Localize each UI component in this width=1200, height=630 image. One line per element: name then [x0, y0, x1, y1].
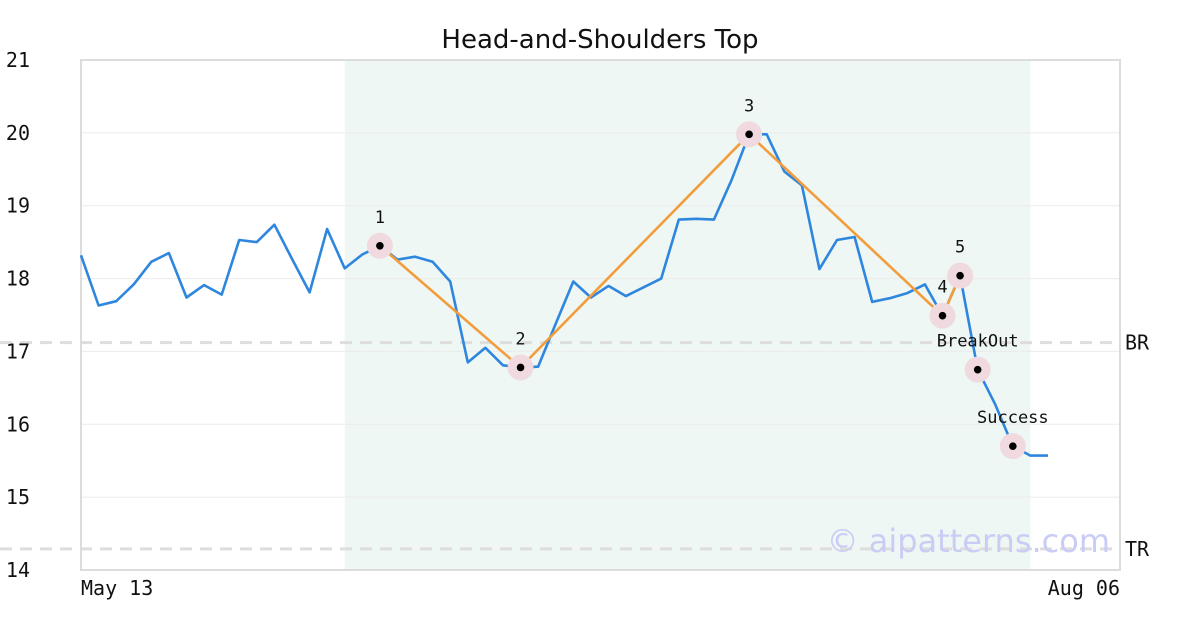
- x-tick-label: Aug 06: [1048, 576, 1120, 600]
- y-tick-label: 18: [6, 267, 30, 291]
- pivot-marker-dot: [516, 363, 525, 372]
- plot-frame: [80, 59, 1121, 571]
- y-tick-label: 17: [6, 339, 30, 363]
- y-tick-label: 21: [6, 48, 30, 72]
- y-tick-label: 14: [6, 558, 30, 582]
- pivot-label: 3: [744, 96, 754, 116]
- pivot-label: 2: [515, 329, 525, 349]
- pattern-highlight-layer: [344, 60, 1031, 570]
- y-tick-label: 16: [6, 412, 30, 436]
- pivot-marker-dot: [956, 271, 964, 280]
- markers-layer: [366, 121, 1026, 460]
- y-tick-label: 15: [6, 485, 30, 509]
- event-label: BreakOut: [937, 332, 1019, 352]
- pivot-marker-dot: [376, 241, 384, 250]
- watermark: © aipatterns.com: [827, 522, 1110, 560]
- y-tick-label: 19: [6, 194, 30, 218]
- pivot-marker-dot: [745, 130, 753, 139]
- event-label: Success: [977, 408, 1049, 428]
- price-line: [79, 133, 1048, 457]
- event-marker-dot: [1009, 442, 1017, 450]
- labels-layer: BR TR 1 2 3 45 BreakOut Success: [375, 96, 1150, 561]
- reference-line-label: TR: [1125, 537, 1150, 561]
- pivot-label: 4: [937, 278, 947, 298]
- pivot-label: 5: [955, 238, 965, 258]
- pivot-marker-dot: [938, 311, 947, 320]
- event-marker-dot: [973, 365, 982, 374]
- pivot-label: 1: [375, 208, 385, 228]
- price-layer: [79, 133, 1048, 457]
- pattern-region: [344, 60, 1031, 570]
- chart-title: Head-and-Shoulders Top: [441, 25, 758, 55]
- x-tick-label: May 13: [81, 576, 153, 600]
- reference-lines-layer: [0, 341, 1120, 551]
- y-tick-label: 20: [6, 121, 30, 145]
- reference-line-label: BR: [1125, 331, 1150, 355]
